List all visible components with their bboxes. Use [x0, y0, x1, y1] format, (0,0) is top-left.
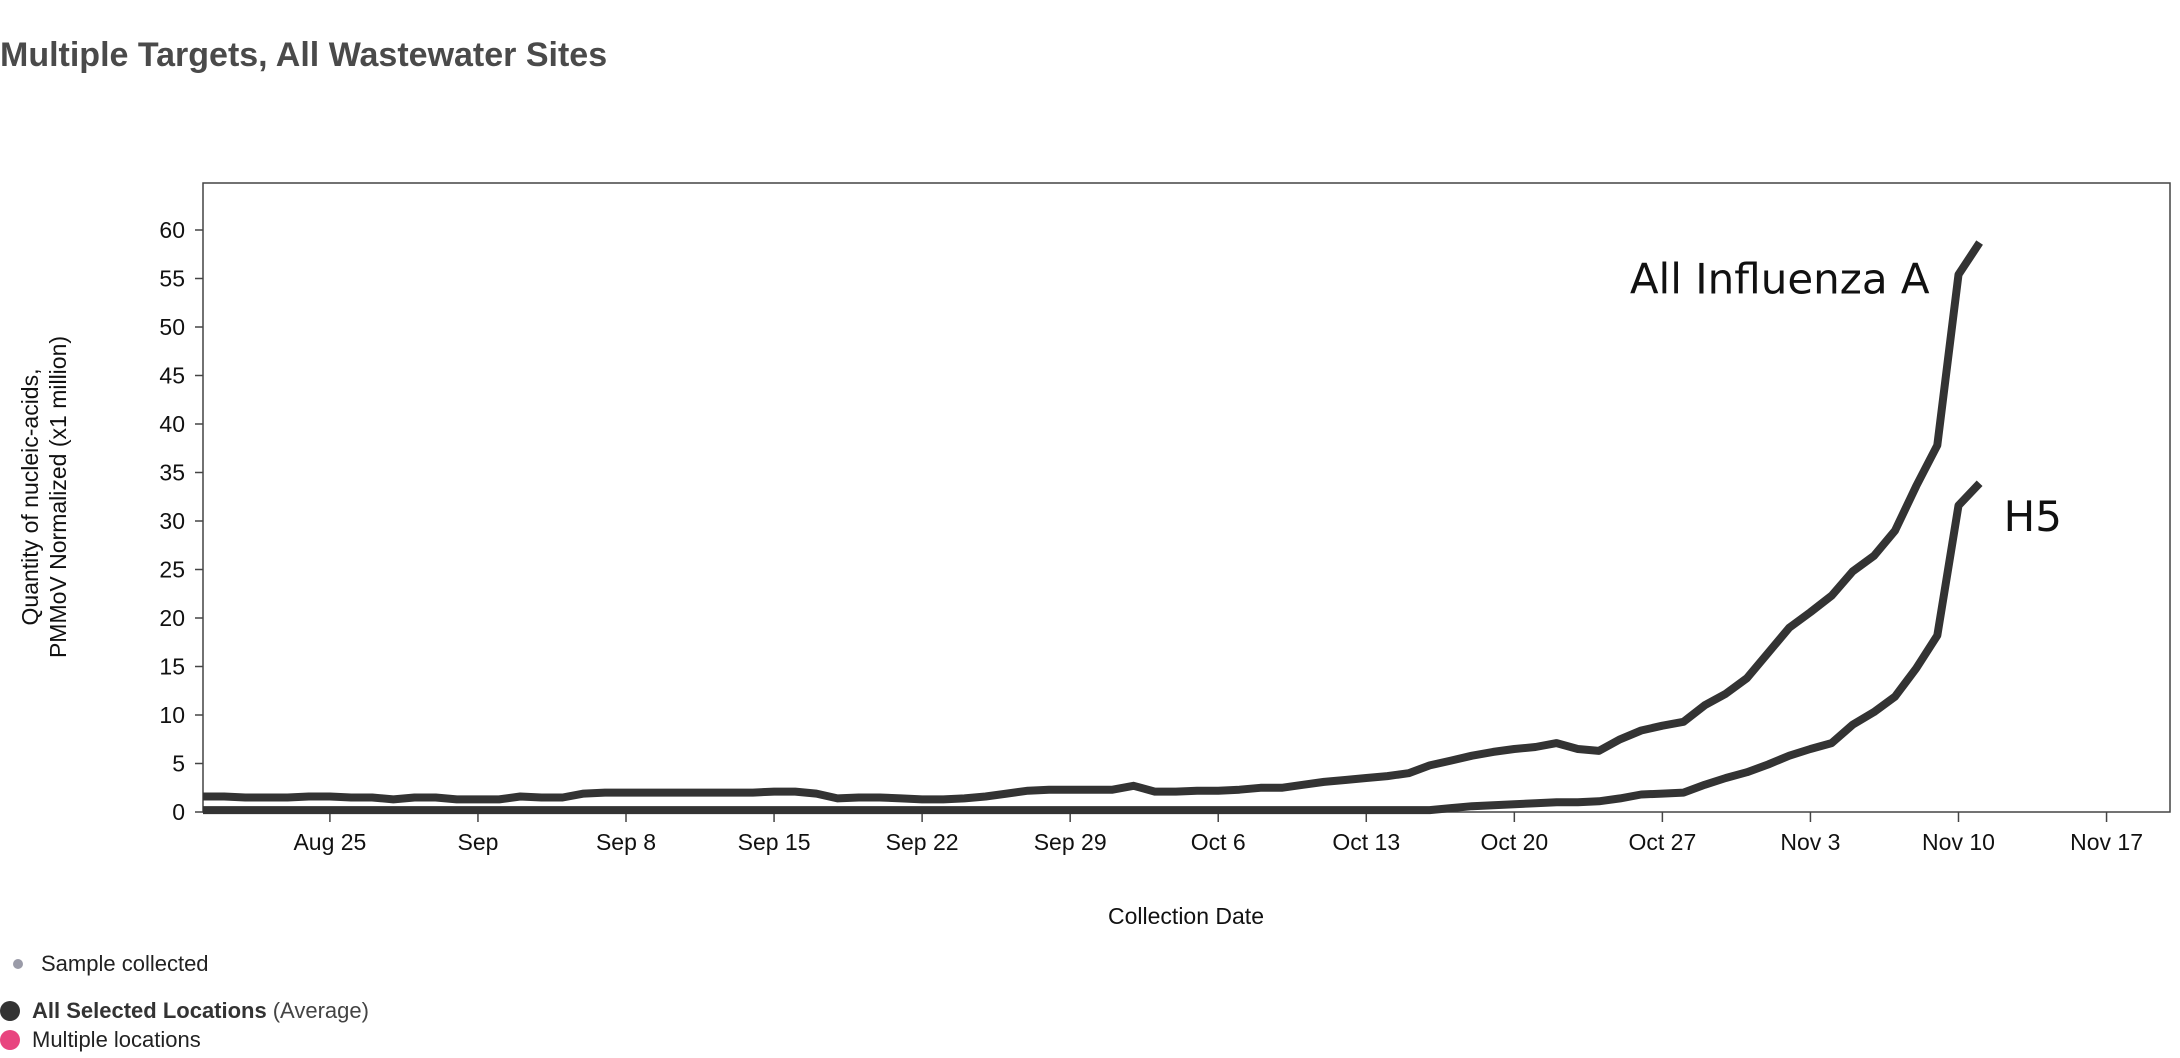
x-tick-label: Oct 27 — [1629, 829, 1697, 855]
x-tick-label: Sep 29 — [1034, 829, 1107, 855]
legend-multiple-locations[interactable]: Multiple locations — [0, 1027, 201, 1053]
multiple-locations-dot-icon — [0, 1030, 20, 1050]
y-tick-label: 55 — [159, 266, 185, 292]
plot-frame — [202, 182, 2171, 813]
y-axis-title-line: Quantity of nucleic-acids, — [17, 369, 43, 626]
x-tick-label: Nov 3 — [1780, 829, 1840, 855]
series-line-0 — [203, 240, 1983, 804]
y-tick-label: 60 — [159, 217, 185, 243]
series-layer — [203, 240, 1983, 815]
y-axis: 0 5 10 15 20 25 30 35 40 45 50 55 60 — [159, 217, 203, 825]
y-tick-label: 5 — [172, 751, 185, 777]
x-tick-label: Oct 13 — [1332, 829, 1400, 855]
y-tick-label: 15 — [159, 654, 185, 680]
legend-multiple-locations-label: Multiple locations — [32, 1027, 201, 1052]
chart: 0 5 10 15 20 25 30 35 40 45 50 55 60 Aug 25 Sep Sep 8 S… — [17, 182, 2171, 929]
y-tick-label: 50 — [159, 314, 185, 340]
y-tick-label: 40 — [159, 411, 185, 437]
page-title: Multiple Targets, All Wastewater Sites — [0, 36, 608, 74]
annotation-1: H5 — [2004, 492, 2062, 541]
legend-all-locations-suffix: (Average) — [272, 998, 369, 1023]
all-locations-dot-icon — [0, 1001, 20, 1021]
x-tick-label: Aug 25 — [293, 829, 366, 855]
x-axis-title: Collection Date — [1108, 903, 1264, 929]
x-tick-label: Nov 10 — [1922, 829, 1995, 855]
series-line-1 — [203, 480, 1983, 815]
legend-all-locations-label: All Selected Locations — [32, 998, 267, 1023]
annotation-layer: All Influenza A H5 — [1630, 255, 2062, 542]
y-tick-label: 30 — [159, 508, 185, 534]
sample-dot-icon — [13, 959, 23, 969]
y-tick-label: 0 — [172, 799, 185, 825]
y-tick-label: 35 — [159, 460, 185, 486]
y-axis-title: Quantity of nucleic-acids,PMMoV Normaliz… — [17, 336, 71, 658]
y-axis-title-line: PMMoV Normalized (x1 million) — [45, 336, 71, 658]
y-tick-label: 25 — [159, 557, 185, 583]
x-tick-label: Sep 8 — [596, 829, 656, 855]
legend-all-selected-locations[interactable]: All Selected Locations (Average) — [0, 998, 369, 1024]
x-tick-label: Sep 22 — [886, 829, 959, 855]
x-tick-label: Sep 15 — [738, 829, 811, 855]
x-tick-label: Nov 17 — [2070, 829, 2143, 855]
x-tick-label: Oct 6 — [1191, 829, 1246, 855]
y-tick-label: 45 — [159, 363, 185, 389]
x-axis: Aug 25 Sep Sep 8 Sep 15 Sep 22 Sep 29 Oct 6 Oct… — [293, 812, 2143, 855]
legend-sample-collected: Sample collected — [0, 951, 209, 977]
legend-sample-label: Sample collected — [41, 951, 209, 976]
y-tick-label: 20 — [159, 605, 185, 631]
y-tick-label: 10 — [159, 702, 185, 728]
x-tick-label: Oct 20 — [1480, 829, 1548, 855]
annotation-0: All Influenza A — [1630, 255, 1930, 304]
x-tick-label: Sep — [457, 829, 498, 855]
